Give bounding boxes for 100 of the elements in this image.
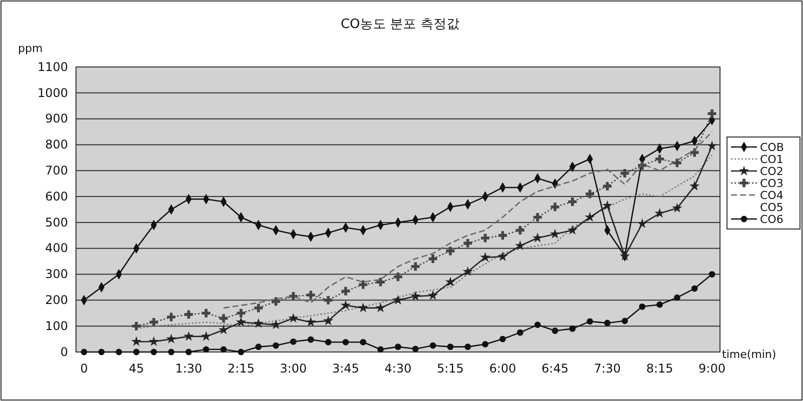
legend-label: CO6 [760, 213, 784, 226]
point [308, 336, 314, 343]
point [567, 224, 578, 235]
point [498, 251, 508, 261]
point [394, 272, 402, 282]
point [516, 329, 524, 336]
point [306, 290, 316, 300]
point [272, 297, 280, 306]
point [515, 240, 526, 250]
point [603, 182, 612, 190]
point [270, 319, 281, 330]
y-tick-label: 100 [45, 318, 68, 333]
point [586, 190, 594, 198]
point [708, 109, 716, 118]
point [464, 238, 472, 248]
point [656, 301, 663, 308]
point [166, 334, 176, 344]
point [131, 336, 142, 346]
point [569, 325, 576, 332]
y-tick-label: 1000 [37, 86, 68, 100]
point [236, 316, 246, 327]
x-tick-label: 4:30 [384, 362, 412, 376]
y-axis-title: ppm [18, 42, 43, 55]
y-tick-label: 500 [45, 215, 68, 230]
point [288, 312, 298, 323]
y-tick-label: 900 [45, 112, 68, 126]
point [568, 197, 577, 206]
point [219, 314, 228, 323]
x-tick-label: 3:00 [280, 362, 307, 376]
x-tick-label: 6:00 [489, 362, 516, 376]
legend-label: CO1 [760, 153, 784, 166]
point [620, 168, 630, 178]
point [324, 296, 332, 304]
y-tick-label: 0 [60, 344, 68, 359]
x-tick-label: 5:15 [436, 362, 464, 376]
y-tick-label: 700 [45, 163, 68, 178]
point [377, 346, 384, 353]
point [655, 154, 664, 164]
x-tick-label: 6:45 [542, 362, 568, 376]
point [394, 344, 402, 350]
point [358, 280, 368, 289]
point [148, 336, 159, 346]
point [80, 348, 88, 356]
x-tick-label: 8:15 [646, 362, 674, 376]
point [552, 328, 558, 334]
text: CO5 [760, 201, 784, 214]
x-tick-label: 7:30 [594, 362, 621, 376]
x-tick-label: 2:15 [228, 362, 254, 376]
point [411, 262, 420, 271]
point [584, 212, 595, 222]
point [255, 344, 262, 350]
point [672, 202, 682, 213]
point [340, 300, 351, 310]
point [428, 290, 438, 300]
point [604, 320, 611, 326]
y-tick-label: 400 [45, 241, 68, 256]
chart-title: CO농도 분포 측정값 [340, 17, 460, 32]
point [375, 302, 386, 312]
point [253, 318, 264, 328]
point [185, 348, 192, 356]
point [238, 348, 244, 356]
point [132, 322, 141, 330]
point [586, 318, 594, 325]
point [637, 218, 648, 228]
point [98, 348, 105, 356]
point [499, 336, 506, 342]
point [168, 348, 174, 356]
y-tick-label: 600 [45, 189, 68, 204]
legend-label: CO2 [760, 165, 784, 178]
point [201, 331, 212, 341]
point [412, 346, 419, 352]
point [133, 348, 140, 356]
point [220, 346, 227, 353]
point [150, 318, 158, 326]
point [516, 226, 524, 234]
point [306, 316, 316, 327]
point [254, 304, 263, 312]
point [480, 234, 490, 242]
point [674, 294, 680, 301]
point [184, 331, 194, 341]
point [184, 310, 193, 319]
point [708, 271, 716, 278]
point [464, 344, 471, 350]
y-tick-label: 800 [45, 138, 68, 152]
point [532, 232, 543, 242]
point [272, 342, 280, 349]
point [602, 200, 612, 210]
point [689, 180, 700, 190]
point [550, 228, 560, 238]
x-tick-label: 1:30 [175, 362, 202, 376]
x-tick-label: 9:00 [698, 362, 726, 376]
point [323, 316, 334, 326]
point [445, 276, 456, 286]
legend-label: COB [760, 141, 784, 154]
point [533, 213, 542, 222]
y-tick-label: 200 [45, 293, 68, 308]
y-tick-label: 300 [45, 267, 68, 282]
point [447, 344, 454, 350]
point [706, 140, 718, 150]
x-tick-label: 45 [128, 362, 144, 376]
